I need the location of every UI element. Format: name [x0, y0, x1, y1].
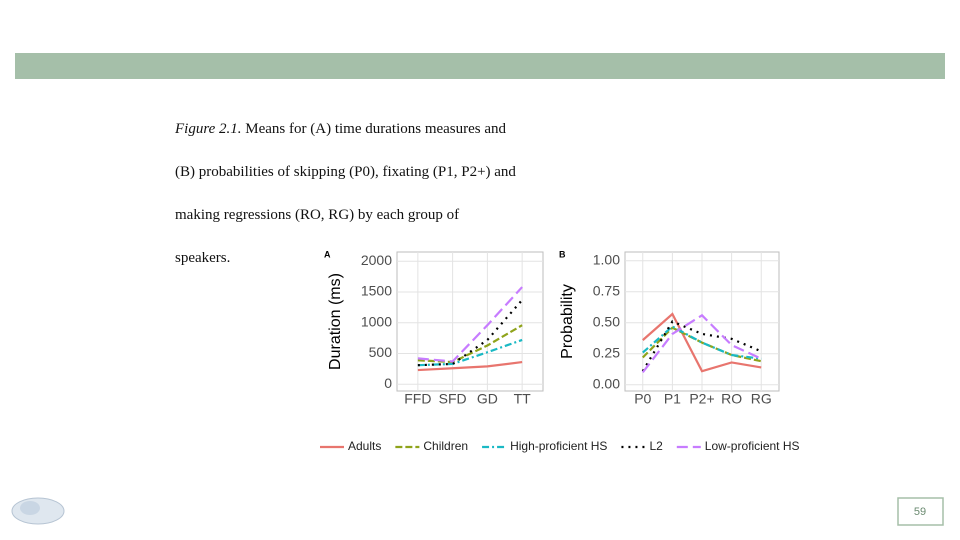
header-bar	[15, 53, 945, 79]
y-tick-label: 0.75	[593, 282, 620, 298]
series-line	[641, 313, 762, 374]
legend-label: Low-proficient HS	[705, 439, 800, 453]
caption-line: speakers.	[175, 250, 230, 266]
y-tick-label: 0.25	[593, 344, 620, 360]
caption-line: making regressions (RO, RG) by each grou…	[175, 207, 459, 223]
legend-label: Adults	[348, 439, 381, 453]
y-tick-label: 0.00	[593, 375, 620, 391]
x-tick-label: TT	[514, 391, 532, 407]
page-number-box	[897, 497, 944, 526]
x-tick-label: P0	[634, 391, 651, 407]
series-line	[417, 324, 523, 364]
x-tick-label: P1	[664, 391, 681, 407]
legend-label: Children	[423, 439, 468, 453]
y-tick-label: 1.00	[593, 251, 620, 267]
y-axis-title: Probability	[559, 284, 576, 359]
series-line	[641, 326, 762, 363]
y-tick-label: 0.50	[593, 313, 620, 329]
caption-line: Figure 2.1. Means for (A) time durations…	[174, 121, 507, 137]
series-line	[417, 286, 523, 363]
caption-text: Means for (A) time durations measures an…	[245, 121, 506, 137]
panel-label: B	[559, 249, 566, 259]
y-tick-label: 2000	[361, 252, 392, 268]
x-tick-label: RG	[751, 391, 772, 407]
y-tick-label: 1500	[361, 283, 392, 299]
caption-label: Figure 2.1.	[174, 121, 242, 137]
panel-label: A	[324, 249, 331, 259]
caption-line: (B) probabilities of skipping (P0), fixa…	[175, 164, 516, 180]
series-line	[642, 325, 762, 360]
x-tick-label: GD	[477, 391, 498, 407]
y-tick-label: 0	[384, 375, 392, 391]
logo	[11, 497, 65, 525]
x-tick-label: SFD	[439, 391, 467, 407]
y-tick-label: 1000	[361, 313, 392, 329]
x-tick-label: RO	[721, 391, 742, 407]
y-axis-title: Duration (ms)	[327, 273, 344, 370]
legend-label: L2	[649, 439, 663, 453]
page-number: 59	[914, 506, 926, 518]
y-tick-label: 500	[369, 344, 393, 360]
series-line	[417, 361, 523, 372]
series-line	[642, 312, 762, 373]
series-line	[417, 338, 523, 367]
legend-label: High-proficient HS	[510, 439, 607, 453]
x-tick-label: FFD	[404, 391, 431, 407]
x-tick-label: P2+	[689, 391, 714, 407]
